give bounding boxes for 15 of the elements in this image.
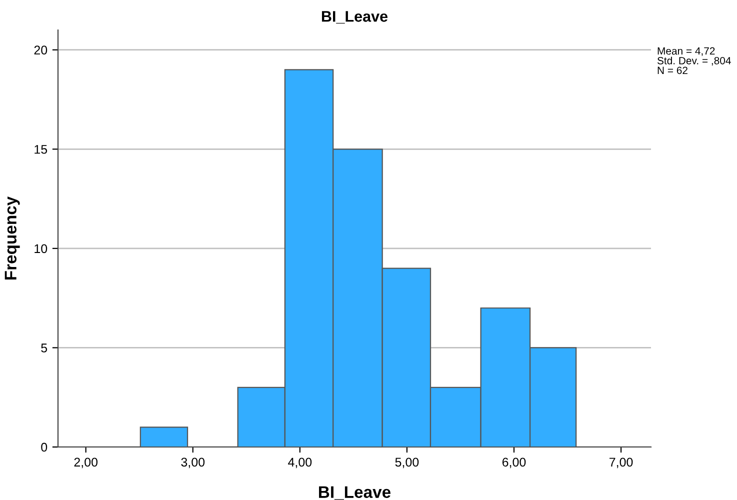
y-tick-label: 15 xyxy=(34,145,48,154)
x-axis-title: BI_Leave xyxy=(319,486,391,500)
y-tick-label: 0 xyxy=(41,442,48,452)
y-tick-label: 5 xyxy=(41,344,48,352)
x-tick-label: 3,00 xyxy=(181,458,205,468)
text: Mean = 4,72 Std. Dev. = ,804 N = 62 xyxy=(657,47,731,74)
x-tick-label: 4,00 xyxy=(288,458,312,468)
x-tick-label: 2,00 xyxy=(74,458,98,468)
x-tick-label: 6,00 xyxy=(502,458,526,468)
y-tick-label: 20 xyxy=(34,46,48,55)
chart-title: BI_Leave xyxy=(322,11,388,24)
x-tick-label: 5,00 xyxy=(395,458,419,468)
x-tick-label: 7,00 xyxy=(610,458,633,468)
y-axis-title: Frequency xyxy=(4,196,20,280)
y-tick-label: 10 xyxy=(34,244,48,254)
